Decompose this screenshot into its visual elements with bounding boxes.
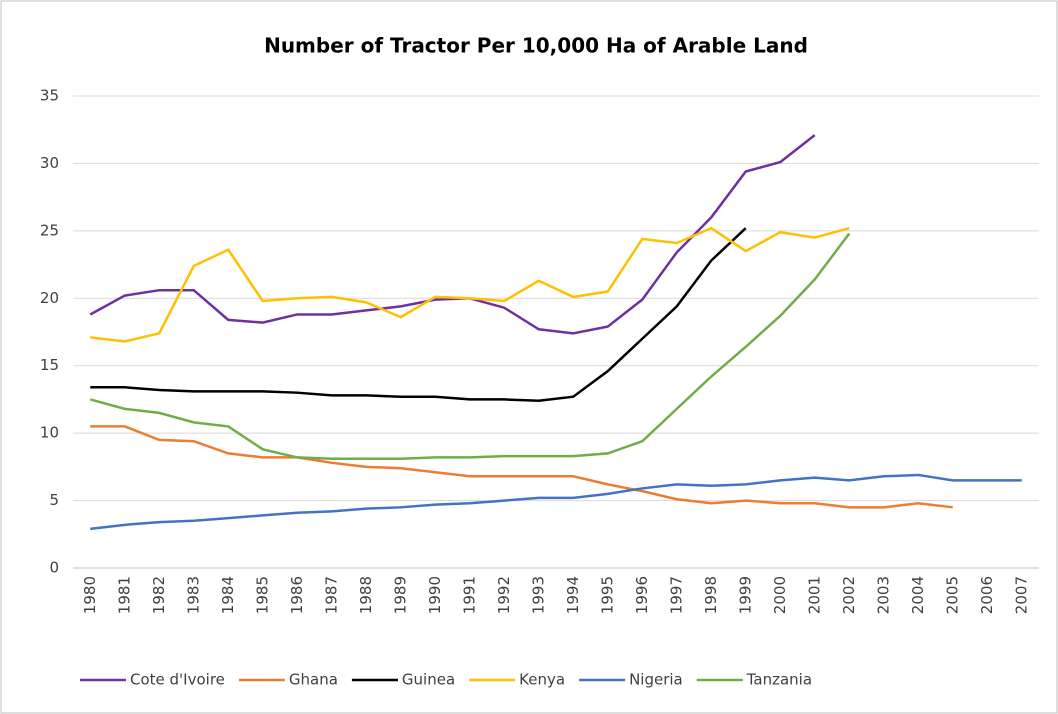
y-tick-label: 35 (40, 87, 59, 105)
x-tick-label: 1990 (426, 576, 444, 614)
x-tick-label: 2006 (978, 576, 996, 614)
x-tick-label: 2004 (909, 576, 927, 614)
x-tick-label: 1980 (81, 576, 99, 614)
x-tick-label: 1985 (253, 576, 271, 614)
x-tick-label: 1986 (288, 576, 306, 614)
y-tick-label: 30 (40, 154, 59, 172)
x-tick-label: 1987 (322, 576, 340, 614)
x-tick-label: 2000 (771, 576, 789, 614)
series-line (89, 232, 851, 461)
x-tick-label: 1982 (150, 576, 168, 614)
y-tick-label: 5 (49, 491, 59, 509)
x-tick-label: 1998 (702, 576, 720, 614)
x-tick-label: 1984 (219, 576, 237, 614)
x-tick-label: 1989 (391, 576, 409, 614)
y-tick-label: 10 (40, 424, 59, 442)
x-tick-label: 1994 (564, 576, 582, 614)
x-tick-label: 2001 (805, 576, 823, 614)
chart-title: Number of Tractor Per 10,000 Ha of Arabl… (264, 34, 808, 58)
x-tick-label: 1981 (115, 576, 133, 614)
x-tick-label: 1996 (633, 576, 651, 614)
legend-label: Guinea (402, 671, 455, 689)
x-tick-label: 2005 (943, 576, 961, 614)
y-tick-label: 15 (40, 356, 59, 374)
x-tick-label: 2002 (840, 576, 858, 614)
y-tick-label: 20 (40, 289, 59, 307)
series-line (90, 227, 747, 403)
x-tick-label: 1983 (184, 576, 202, 614)
series-line (90, 226, 850, 343)
x-tick-label: 1999 (736, 576, 754, 614)
x-tick-label: 1988 (357, 576, 375, 614)
x-tick-label: 1992 (495, 576, 513, 614)
x-tick-label: 2003 (874, 576, 892, 614)
legend-label: Tanzania (746, 671, 812, 689)
x-tick-label: 1997 (667, 576, 685, 614)
x-tick-label: 2007 (1012, 576, 1030, 614)
legend-label: Kenya (519, 671, 565, 689)
legend-label: Ghana (289, 671, 338, 689)
x-tick-label: 1993 (529, 576, 547, 614)
series-line (90, 473, 1022, 531)
legend-label: Cote d'Ivoire (130, 671, 225, 689)
x-tick-label: 1995 (598, 576, 616, 614)
y-tick-label: 25 (40, 221, 59, 239)
x-tick-label: 1991 (460, 576, 478, 614)
y-tick-label: 0 (49, 559, 59, 577)
legend-label: Nigeria (629, 671, 683, 689)
series-line (90, 425, 953, 509)
